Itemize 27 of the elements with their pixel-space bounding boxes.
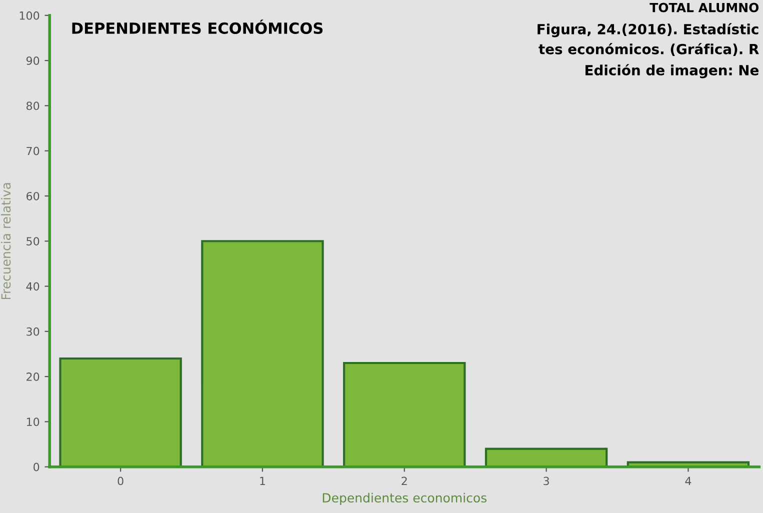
bar (484, 448, 608, 467)
bar (343, 362, 466, 467)
bar (59, 357, 182, 467)
y-tick-label: 90 (26, 56, 40, 65)
x-axis-title: Dependientes economicos (322, 492, 486, 505)
y-axis-title: Frecuencia relativa (1, 183, 11, 300)
x-tick-label: 1 (260, 476, 265, 485)
y-tick-label: 60 (26, 192, 40, 200)
x-tick-label: 2 (402, 476, 407, 485)
x-tick-label: 3 (544, 476, 549, 486)
x-tick-label: 4 (685, 476, 692, 485)
chart-title: DEPENDIENTES ECONÓMICOS (72, 20, 323, 34)
y-tick-label: 40 (26, 282, 40, 291)
text: TOTAL ALUMNO (650, 2, 759, 12)
annotation: Edición de imagen: Ne (586, 64, 759, 78)
y-tick-label: 10 (26, 418, 40, 426)
x-tick-label: 0 (118, 476, 124, 486)
y-tick-label: 80 (26, 102, 40, 110)
y-tick-label: 0 (34, 462, 40, 472)
bar (201, 240, 324, 467)
y-tick-label: 50 (26, 237, 40, 246)
y-tick-label: 100 (20, 11, 40, 20)
y-tick-label: 70 (26, 146, 40, 156)
annotation: Figura, 24.(2016). Estadístic (538, 23, 758, 38)
annotation: tes económicos. (Gráfica). R (538, 43, 759, 56)
y-tick-label: 30 (26, 327, 40, 336)
y-tick-label: 20 (26, 372, 40, 381)
